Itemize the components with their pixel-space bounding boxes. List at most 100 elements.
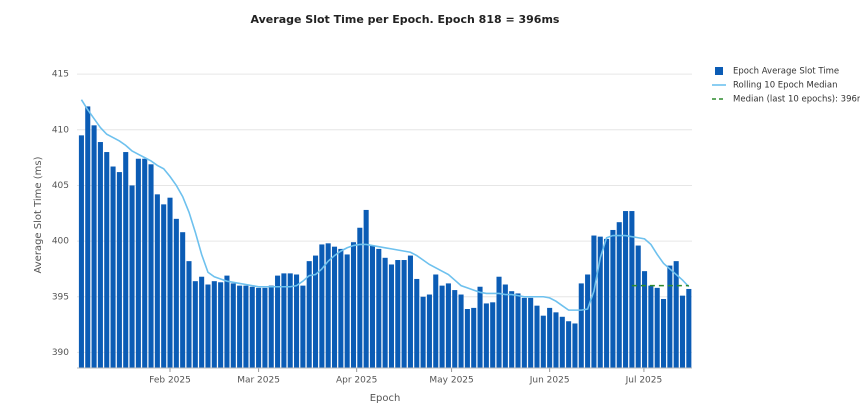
bar bbox=[464, 309, 470, 368]
legend-label: Epoch Average Slot Time bbox=[733, 67, 839, 77]
bar bbox=[129, 185, 135, 368]
x-tick-label: Mar 2025 bbox=[237, 376, 280, 386]
bar bbox=[85, 106, 91, 368]
bar bbox=[306, 261, 312, 368]
bar bbox=[559, 316, 565, 368]
bar bbox=[110, 166, 116, 368]
bar bbox=[433, 274, 439, 368]
x-tick-label: Apr 2025 bbox=[336, 376, 377, 386]
bar bbox=[679, 295, 686, 368]
bar bbox=[357, 227, 363, 368]
bar bbox=[230, 283, 236, 368]
bar bbox=[338, 248, 344, 368]
bar bbox=[578, 283, 584, 368]
bar bbox=[116, 172, 122, 368]
bar bbox=[395, 260, 401, 368]
bar bbox=[331, 246, 338, 368]
y-tick-label: 410 bbox=[52, 125, 69, 135]
bar bbox=[660, 298, 667, 368]
bar bbox=[192, 281, 198, 368]
bar bbox=[483, 303, 489, 368]
bar bbox=[502, 284, 508, 368]
legend-label: Rolling 10 Epoch Median bbox=[733, 81, 837, 91]
bar bbox=[123, 152, 129, 368]
bar bbox=[509, 291, 515, 368]
bar bbox=[211, 281, 217, 368]
y-tick-label: 405 bbox=[52, 181, 69, 191]
chart-title: Average Slot Time per Epoch. Epoch 818 =… bbox=[251, 13, 560, 26]
bar bbox=[104, 152, 110, 368]
bar bbox=[199, 276, 205, 368]
x-tick-label: Jun 2025 bbox=[529, 376, 570, 386]
y-tick-label: 400 bbox=[52, 237, 69, 247]
bar bbox=[218, 282, 224, 368]
bar bbox=[604, 238, 610, 368]
legend: Epoch Average Slot Time Rolling 10 Epoch … bbox=[712, 67, 860, 105]
bar bbox=[154, 194, 160, 368]
bar bbox=[540, 315, 546, 368]
bar bbox=[256, 287, 262, 368]
bar bbox=[275, 275, 281, 368]
bar bbox=[623, 211, 629, 368]
bar bbox=[388, 264, 394, 368]
bar bbox=[135, 158, 141, 368]
bar bbox=[420, 296, 426, 368]
bar bbox=[268, 285, 274, 368]
bar bbox=[319, 244, 325, 368]
bar bbox=[686, 288, 692, 368]
bar bbox=[553, 312, 559, 368]
bar bbox=[521, 297, 527, 368]
bar bbox=[490, 302, 496, 368]
bar bbox=[376, 248, 382, 368]
bar bbox=[205, 284, 211, 368]
bar bbox=[407, 255, 413, 368]
bar bbox=[654, 287, 660, 368]
bar bbox=[642, 271, 648, 368]
bar bbox=[414, 278, 420, 368]
bar bbox=[534, 305, 540, 368]
x-tick-label: Feb 2025 bbox=[149, 376, 191, 386]
y-tick-label: 390 bbox=[52, 348, 69, 358]
bar bbox=[648, 285, 654, 368]
bar bbox=[350, 242, 357, 368]
x-axis-title: Epoch bbox=[370, 393, 401, 404]
bar bbox=[161, 204, 167, 368]
bar bbox=[667, 265, 673, 368]
y-tick-label: 415 bbox=[52, 70, 69, 80]
bar bbox=[572, 323, 578, 368]
legend-swatch bbox=[715, 67, 723, 75]
bar bbox=[142, 158, 148, 368]
bar bbox=[458, 294, 464, 368]
bar bbox=[585, 274, 591, 368]
bar bbox=[496, 276, 502, 368]
bar bbox=[528, 297, 534, 368]
bar bbox=[180, 232, 186, 368]
bar bbox=[369, 245, 376, 368]
x-tick-label: May 2025 bbox=[429, 376, 473, 386]
bar bbox=[281, 273, 287, 368]
bar bbox=[610, 229, 616, 368]
bar bbox=[313, 255, 319, 368]
bar bbox=[629, 211, 635, 368]
rolling-line bbox=[80, 99, 690, 311]
bar bbox=[566, 321, 572, 368]
bar bbox=[363, 209, 369, 368]
bar bbox=[382, 257, 388, 368]
bar bbox=[439, 285, 445, 368]
bar bbox=[186, 261, 192, 368]
bar bbox=[148, 164, 154, 368]
bar bbox=[243, 285, 249, 368]
y-tick-label: 395 bbox=[52, 292, 69, 302]
bar bbox=[616, 222, 622, 368]
bar bbox=[515, 293, 521, 368]
bar bbox=[91, 125, 97, 368]
bar bbox=[452, 290, 458, 368]
bar bbox=[635, 245, 641, 368]
bar bbox=[167, 197, 173, 368]
x-tick-label: Jul 2025 bbox=[625, 376, 663, 386]
bar bbox=[344, 254, 350, 368]
bar bbox=[471, 307, 477, 368]
legend-label: Median (last 10 epochs): 396ms bbox=[733, 95, 860, 105]
bar bbox=[287, 273, 293, 368]
